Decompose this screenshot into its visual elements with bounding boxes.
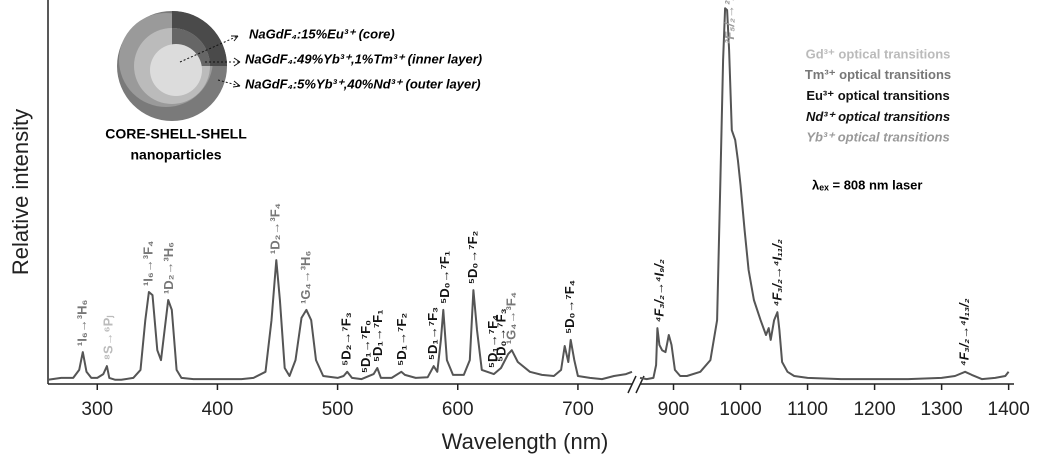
legend-entry: Eu³⁺ optical transitions xyxy=(806,88,949,103)
transition-label: ⁵D₀→⁷F₁ xyxy=(437,251,452,304)
x-tick-label: 1000 xyxy=(719,399,761,420)
x-tick-label: 1400 xyxy=(988,399,1030,420)
x-tick-label: 900 xyxy=(658,399,690,420)
transition-label: ⁵D₂→⁷F₃ xyxy=(339,312,354,366)
legend-entry: Yb³⁺ optical transitions xyxy=(806,130,949,145)
inset-caption: nanoparticles xyxy=(130,147,221,163)
transition-label: ¹I₆→³F₄ xyxy=(140,241,155,286)
legend-entry: Gd³⁺ optical transitions xyxy=(806,46,951,61)
inset-label: NaGdF₄:15%Eu³⁺ (core) xyxy=(249,26,395,41)
x-tick-label: 400 xyxy=(202,399,234,420)
inset-illustration xyxy=(117,11,241,121)
x-tick-label: 1300 xyxy=(920,399,962,420)
transition-label: ⁵D₀→⁷F₂ xyxy=(465,230,480,284)
transition-label: ⁵D₀→⁷F₄ xyxy=(562,280,577,334)
inset-caption: CORE-SHELL-SHELL xyxy=(105,126,247,142)
transition-label: ⁵D₁→⁷F₄ xyxy=(485,315,500,368)
x-tick-label: 600 xyxy=(442,399,474,420)
inset-label: NaGdF₄:5%Yb³⁺,40%Nd³⁺ (outer layer) xyxy=(245,76,481,91)
transition-label: ¹D₂→³F₄ xyxy=(268,203,283,254)
transition-label: ⁵D₁→⁷F₂ xyxy=(394,313,409,366)
legend-entry: Tm³⁺ optical transitions xyxy=(805,67,951,82)
transition-label: ⁴F₃/₂→⁴I₉/₂ xyxy=(652,259,667,322)
transition-label: ⁵D₀→⁷F₃ xyxy=(494,308,509,362)
transition-label: ⁴F₃/₂→⁴I₁₃/₂ xyxy=(957,298,972,365)
transition-label: ¹D₂→³H₆ xyxy=(161,242,176,294)
transition-label: ¹I₆→³H₆ xyxy=(74,300,89,347)
transition-label: ⁵D₁→⁷F₁ xyxy=(370,309,385,362)
x-tick-label: 1200 xyxy=(853,399,895,420)
x-tick-label: 700 xyxy=(562,399,594,420)
transition-label: ⁴F₃/₂→⁴I₁₁/₂ xyxy=(770,239,785,306)
spectrum-line xyxy=(47,7,1010,381)
transition-label: ⁵D₁→⁷F₀ xyxy=(358,320,373,373)
y-axis-label: Relative intensity xyxy=(8,109,33,275)
x-tick-label: 1100 xyxy=(787,399,828,420)
transition-label: ⁸S→⁶Pⱼ xyxy=(101,315,116,360)
x-axis-label: Wavelength (nm) xyxy=(442,429,609,454)
x-tick-label: 500 xyxy=(322,399,354,420)
inset-label: NaGdF₄:49%Yb³⁺,1%Tm³⁺ (inner layer) xyxy=(245,51,482,66)
note: λₑₓ = 808 nm laser xyxy=(812,177,922,192)
transition-label: ¹G₄→³F₄ xyxy=(503,292,518,344)
transition-label: ²F₅/₂→²F₇/₂ xyxy=(722,0,737,44)
transition-label: ¹G₄→³H₆ xyxy=(298,251,313,304)
x-tick-label: 300 xyxy=(81,399,113,420)
legend-entry: Nd³⁺ optical transitions xyxy=(806,109,950,124)
transition-label: ⁵D₁→⁷F₃ xyxy=(425,307,440,360)
